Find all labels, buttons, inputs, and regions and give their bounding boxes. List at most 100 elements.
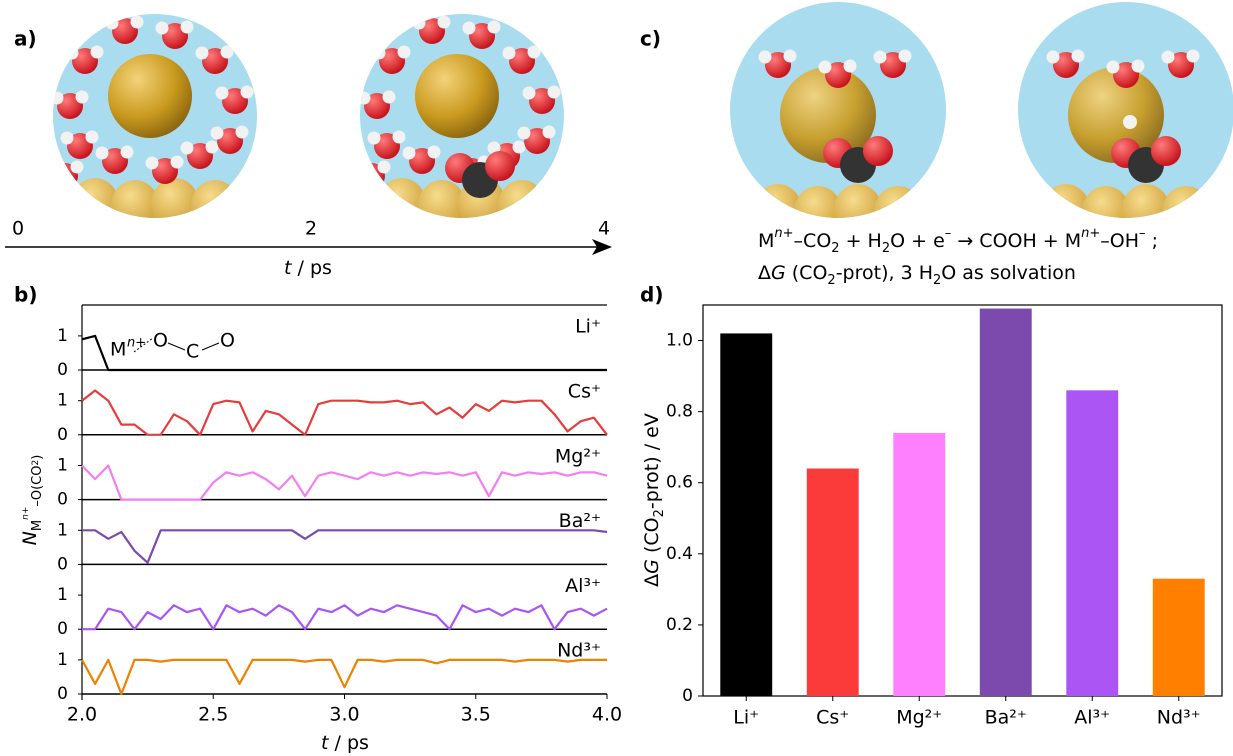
snapshot [31, 6, 279, 234]
series-line [82, 604, 608, 631]
cond-part: -prot), 3 H [836, 262, 933, 284]
y-axis-label: NMn+–O(CO2) [19, 455, 46, 546]
series-line [81, 389, 608, 436]
x-tick-label: 2.5 [198, 704, 228, 726]
label-part: t [284, 257, 293, 279]
eq-part: 2 [882, 241, 890, 256]
x-tick-label: 3.0 [329, 704, 359, 726]
series-label: Mg²⁺ [555, 445, 601, 467]
series-line [81, 658, 607, 696]
label-part: t [321, 732, 330, 754]
y-tick-label: 0 [57, 684, 68, 704]
y-tick-label: 1 [57, 650, 68, 670]
timeline-tick-label: 4 [598, 218, 610, 240]
label-part: / ps [292, 257, 332, 279]
panel-label: d) [640, 283, 663, 307]
snapshot [1002, 0, 1233, 240]
y-tick-label: 1 [57, 520, 68, 540]
panel-label: a) [14, 27, 37, 51]
y-tick-label: 0.6 [666, 473, 693, 493]
y-tick-label: 0.8 [666, 402, 693, 422]
bar [806, 468, 859, 696]
y-tick-label: 0 [57, 425, 68, 445]
y-tick-label: 1 [57, 326, 68, 346]
x-tick-label: Li⁺ [733, 707, 759, 729]
bar [720, 333, 773, 696]
x-tick-label: 2.0 [67, 704, 97, 726]
inset-atom: C [186, 341, 199, 363]
series-label: Li⁺ [575, 316, 601, 338]
inset-bond [167, 342, 186, 351]
equation: Mn+–CO2 + H2O + e– → COOH + Mn+–OH– ; [758, 226, 1158, 256]
series-line [82, 529, 608, 564]
y-tick-label: 0 [57, 490, 68, 510]
condition: ΔG (CO2-prot), 3 H2O as solvation [758, 262, 1076, 289]
eq-part: –OH [1100, 230, 1139, 252]
series-line [81, 464, 608, 501]
x-tick-label: Al³⁺ [1074, 707, 1110, 729]
label-part: –O(CO [30, 466, 45, 507]
y-tick-label: 0 [57, 554, 68, 574]
eq-part: n+ [1081, 226, 1100, 241]
label-part: / ps [329, 732, 369, 754]
eq-part: + H [840, 230, 882, 252]
y-tick-label: 0 [57, 360, 68, 380]
eq-part: 2 [831, 241, 839, 256]
bar [893, 432, 946, 696]
y-tick-label: 1 [57, 455, 68, 475]
x-tick-label: Mg²⁺ [896, 707, 942, 729]
x-tick-label: 4.0 [592, 704, 622, 726]
y-tick-label: 1.0 [666, 331, 693, 351]
inset-metal: M [110, 339, 126, 361]
y-tick-label: 0.2 [666, 615, 693, 635]
x-tick-label: Cs⁺ [816, 707, 849, 729]
label-part: M [30, 520, 45, 531]
label-part: (CO [641, 517, 663, 559]
label-part: n+ [21, 507, 31, 520]
cond-part: G [771, 262, 786, 284]
y-tick-label: 0 [682, 686, 693, 706]
label-part: ) [30, 455, 45, 460]
label-part: G [641, 559, 663, 574]
x-tick-label: Nd³⁺ [1157, 707, 1201, 729]
proton [1123, 115, 1137, 129]
label-part: Δ [641, 574, 663, 587]
bar [979, 308, 1032, 696]
label-part: N [19, 531, 41, 545]
snapshot [714, 0, 962, 240]
x-tick-label: 3.5 [461, 704, 491, 726]
eq-part: ; [1146, 230, 1158, 252]
inset-bond [201, 342, 220, 351]
eq-part: M [758, 230, 774, 252]
timeline-tick-label: 2 [305, 218, 317, 240]
y-tick-label: 1 [57, 391, 68, 411]
series-label: Nd³⁺ [557, 640, 601, 662]
series-label: Al³⁺ [565, 575, 601, 597]
inset-atom: O [153, 330, 168, 352]
y-axis-label: ΔG (CO2-prot) / eV [641, 413, 668, 587]
x-tick-label: Ba²⁺ [985, 707, 1027, 729]
eq-part: n+ [774, 226, 793, 241]
eq-part: –CO [794, 230, 832, 252]
plot-frame [702, 304, 1223, 697]
label-part: 2 [31, 460, 41, 466]
bar [1152, 578, 1205, 696]
panel-label: b) [14, 283, 37, 307]
inset-atom: O [220, 330, 235, 352]
cond-part: 2 [827, 273, 835, 288]
snapshot [338, 6, 586, 234]
y-tick-label: 1 [57, 585, 68, 605]
y-tick-label: 0 [57, 619, 68, 639]
inset-charge: n+ [127, 336, 146, 351]
cond-part: 2 [933, 273, 941, 288]
series-label: Cs⁺ [568, 381, 601, 403]
eq-part: – [1139, 226, 1146, 241]
label-part: -prot) / eV [641, 413, 663, 509]
series-label: Ba²⁺ [559, 510, 601, 532]
cond-part: Δ [758, 262, 771, 284]
panel-label: c) [640, 27, 661, 51]
eq-part: O + e [890, 230, 945, 252]
eq-part: – [945, 226, 952, 241]
x-axis-label: t / ps [321, 732, 369, 754]
